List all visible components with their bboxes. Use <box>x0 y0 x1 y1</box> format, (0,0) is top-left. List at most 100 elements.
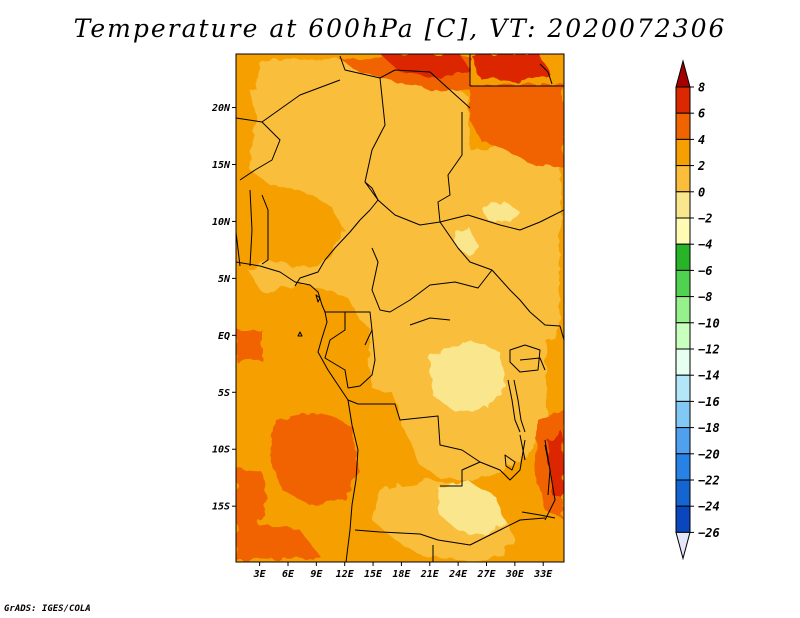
lake-tanganyika <box>507 379 521 433</box>
colorbar-box <box>675 269 691 298</box>
colorbar-box <box>675 427 691 455</box>
colorbar-label: −4 <box>698 238 712 252</box>
colorbar-bottom-arrow <box>675 531 691 561</box>
field-region-pale-1 <box>430 340 505 412</box>
field-region-dark-sw2 <box>236 468 268 530</box>
country-boundaries <box>236 54 564 562</box>
boundary-cameroon-gabon <box>325 311 373 346</box>
colorbar-label: 4 <box>698 133 705 147</box>
colorbar-box <box>675 112 691 140</box>
colorbar-box <box>675 191 691 219</box>
boundary-chad-car <box>377 199 441 226</box>
y-tick-label: 15N <box>212 160 231 171</box>
y-tick-label: 5N <box>218 274 231 285</box>
y-tick-label: 20N <box>211 103 231 114</box>
x-axis: 3E 6E 9E 12E 15E 18E 21E 24E 27E 30E 33E <box>253 562 553 580</box>
x-tick-label: 18E <box>392 569 411 580</box>
field-region-red-n <box>380 54 470 78</box>
colorbar-label: −24 <box>698 500 720 514</box>
colorbar-label: −18 <box>698 421 720 435</box>
field-region-dark-sw <box>270 412 358 505</box>
x-tick-label: 12E <box>336 569 355 580</box>
boundary-togo <box>249 189 253 267</box>
boundary-uganda <box>529 311 561 327</box>
colorbar-box <box>675 86 691 114</box>
island-bioko <box>315 294 321 303</box>
colorbar-box <box>675 453 691 481</box>
boundary-ssudan-drc <box>491 269 531 313</box>
boundary-angola-zambia <box>440 461 481 487</box>
boundary-nigeria-cameroon <box>294 219 361 287</box>
colorbar-box <box>675 400 691 429</box>
colorbar-label: 8 <box>698 81 705 95</box>
boundary-chad-niger <box>364 77 386 201</box>
colorbar-box <box>675 138 691 167</box>
x-tick-label: 33E <box>533 569 553 580</box>
y-tick-label: 10N <box>212 217 231 228</box>
lake-kariba <box>521 511 556 519</box>
field-region-dark-sw3 <box>236 520 320 562</box>
colorbar-label: −26 <box>698 526 720 540</box>
boundary-nigeria-benin <box>261 194 269 265</box>
colorbar-label: −14 <box>698 369 720 383</box>
boundary-gabon-congo <box>324 312 349 389</box>
colorbar-box <box>675 165 691 193</box>
colorbar-label: −20 <box>698 447 720 461</box>
y-tick-label: EQ <box>218 331 230 342</box>
colorbar-box <box>675 374 691 402</box>
colorbar-box <box>675 296 691 324</box>
boundary-sudan-ssudan <box>439 209 564 231</box>
temperature-field <box>236 54 564 562</box>
boundary-rwanda <box>519 357 546 371</box>
island-saotome <box>297 331 303 337</box>
y-tick-label: 15S <box>212 502 230 513</box>
colorbar-box <box>675 505 691 533</box>
boundary-angola-namibia <box>354 529 439 541</box>
river-congo <box>409 317 451 326</box>
coastline-ne-redsea <box>539 63 553 85</box>
colorbar-label: −10 <box>698 316 720 330</box>
field-region-dark-ne <box>470 84 564 168</box>
boundary-niger-nigeria <box>239 121 281 181</box>
boundary-zambia-zimbabwe <box>437 517 546 546</box>
boundary-sudan-chad <box>437 112 493 271</box>
colorbar-box <box>675 322 691 350</box>
boundary-car-drc <box>389 269 493 313</box>
map-frame <box>235 53 565 563</box>
x-tick-label: 24E <box>448 569 468 580</box>
colorbar-label: 6 <box>698 107 705 121</box>
colorbar-label: −12 <box>698 343 720 357</box>
field-region-pale-2 <box>438 482 505 535</box>
colorbar-box <box>675 217 691 245</box>
coastline-west-africa <box>236 261 359 562</box>
field-region-light-north <box>250 85 360 150</box>
x-tick-label: 27E <box>476 569 496 580</box>
colorbar-label: −8 <box>698 290 712 304</box>
x-tick-label: 15E <box>364 569 383 580</box>
x-tick-label: 3E <box>253 569 267 580</box>
y-axis: 20N 15N 10N 5N EQ 5S 10S 15S <box>211 103 236 513</box>
colorbar-label: −22 <box>698 474 720 488</box>
boundary-libya-niger <box>339 55 471 109</box>
colorbar-label: 2 <box>697 159 705 173</box>
field-region-dark-w <box>236 330 262 362</box>
x-tick-label: 21E <box>420 569 440 580</box>
colorbar: 8 6 4 2 0 −2 −4 −6 −8 −10 −12 −14 −16 −18 −20 −22 −24 −26 <box>675 59 720 561</box>
colorbar-label: 0 <box>698 185 705 199</box>
x-tick-label: 6E <box>282 569 295 580</box>
lake-victoria <box>509 344 541 373</box>
colorbar-label: −2 <box>698 212 712 226</box>
colorbar-label: −6 <box>698 264 712 278</box>
field-region-pale-3 <box>482 202 520 222</box>
lake-tanganyika-east <box>513 379 526 433</box>
field-region-pale-4 <box>455 228 478 255</box>
colorbar-label: −16 <box>698 395 720 409</box>
boundary-niger-west <box>236 79 341 123</box>
grads-credit: GrADS: IGES/COLA <box>4 604 91 614</box>
x-tick-label: 9E <box>310 569 323 580</box>
boundary-drc-zambia <box>461 439 526 481</box>
colorbar-box <box>675 348 691 376</box>
colorbar-box <box>675 479 691 507</box>
chart-title: Temperature at 600hPa [C], VT: 202007230… <box>73 14 727 43</box>
colorbar-top-arrow <box>675 59 691 88</box>
